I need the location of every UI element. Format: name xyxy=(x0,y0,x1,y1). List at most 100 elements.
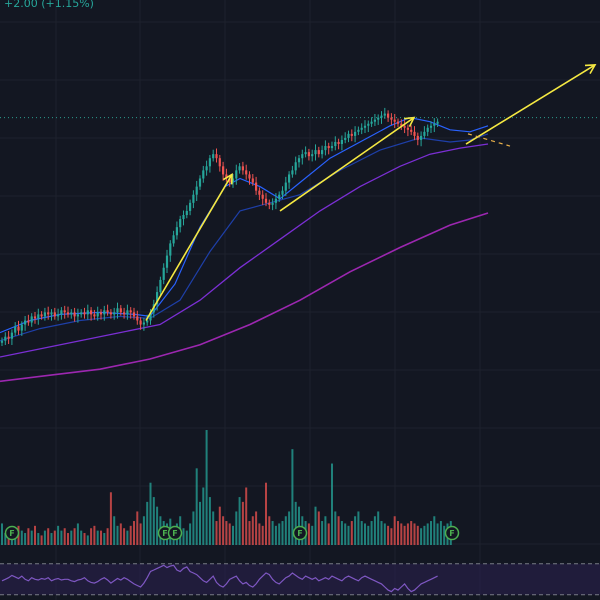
candle-body-55 xyxy=(182,215,185,220)
candle-body-93 xyxy=(307,152,310,157)
volume-bar-97 xyxy=(321,521,324,545)
candle-body-104 xyxy=(344,137,347,140)
candle-body-47 xyxy=(156,292,159,305)
volume-bar-9 xyxy=(30,530,33,545)
candle-body-121 xyxy=(400,123,403,126)
candle-body-63 xyxy=(208,158,211,167)
volume-bar-19 xyxy=(63,528,66,545)
candle-body-71 xyxy=(235,170,238,179)
candle-body-101 xyxy=(334,141,337,147)
candle-body-24 xyxy=(80,312,83,315)
candle-body-102 xyxy=(337,141,340,145)
candle-body-99 xyxy=(327,146,330,149)
candle-body-78 xyxy=(258,190,261,195)
candle-body-106 xyxy=(350,133,353,136)
volume-bar-85 xyxy=(281,521,284,545)
volume-bar-88 xyxy=(291,449,294,545)
candle-body-7 xyxy=(24,320,27,325)
earnings-marker-label-4: F xyxy=(449,529,454,538)
trend-arrow-2 xyxy=(465,64,596,145)
rsi-band xyxy=(0,563,600,595)
volume-bar-68 xyxy=(225,521,228,545)
candle-body-75 xyxy=(248,174,251,179)
candle-body-21 xyxy=(70,312,73,315)
earnings-marker-2 xyxy=(167,525,183,541)
earnings-marker-4 xyxy=(444,525,460,541)
candle-body-91 xyxy=(301,154,304,159)
volume-bar-55 xyxy=(182,528,185,545)
candle-body-49 xyxy=(162,267,165,280)
volume-bar-128 xyxy=(423,525,426,545)
trend-arrow-head-1 xyxy=(404,116,416,127)
candle-body-123 xyxy=(406,127,409,130)
volume-bar-100 xyxy=(331,463,333,545)
volume-bar-57 xyxy=(189,523,192,545)
candle-body-25 xyxy=(83,312,86,315)
volume-bar-87 xyxy=(288,511,291,545)
candle-body-76 xyxy=(251,178,254,183)
volume-bar-116 xyxy=(383,523,386,545)
trend-arrow-head-2 xyxy=(584,64,597,74)
volume-bar-86 xyxy=(284,516,287,545)
volume-bar-126 xyxy=(416,525,419,545)
candle-body-111 xyxy=(367,123,370,126)
candle-body-30 xyxy=(99,312,103,315)
volume-bar-41 xyxy=(136,511,139,545)
volume-bar-27 xyxy=(90,528,93,545)
volume-bar-26 xyxy=(86,535,89,545)
candle-body-9 xyxy=(30,316,33,323)
volume-bar-39 xyxy=(129,525,132,545)
volume-bar-115 xyxy=(380,521,383,545)
volume-bar-35 xyxy=(116,525,119,545)
volume-bar-8 xyxy=(27,528,30,545)
candle-body-127 xyxy=(420,135,423,140)
candle-body-15 xyxy=(50,312,53,315)
volume-bar-0 xyxy=(1,523,3,545)
candle-body-14 xyxy=(47,312,50,315)
candle-body-12 xyxy=(40,314,43,317)
volume-bar-24 xyxy=(80,530,83,545)
candle-body-61 xyxy=(202,170,205,179)
volume-bar-1 xyxy=(4,533,7,545)
candle-body-109 xyxy=(360,127,363,130)
candle-body-26 xyxy=(86,310,89,315)
candle-body-56 xyxy=(185,210,188,215)
candle-body-39 xyxy=(129,310,132,313)
volume-bar-71 xyxy=(235,511,238,545)
candle-body-28 xyxy=(93,314,96,317)
candle-body-45 xyxy=(149,312,152,321)
candle-body-114 xyxy=(377,117,380,120)
volume-bar-45 xyxy=(149,482,152,545)
volume-bar-89 xyxy=(294,501,297,545)
candle-body-57 xyxy=(189,202,192,211)
candle-body-116 xyxy=(383,113,386,116)
volume-bar-74 xyxy=(245,487,248,545)
candle-body-120 xyxy=(396,121,400,124)
volume-bar-117 xyxy=(387,525,390,545)
candle-body-34 xyxy=(113,312,116,315)
candle-body-6 xyxy=(20,324,23,331)
candle-body-88 xyxy=(291,170,294,175)
volume-bar-130 xyxy=(430,521,432,545)
candle-body-81 xyxy=(268,202,271,205)
moving-average-ma_slow xyxy=(0,143,489,358)
candle-body-128 xyxy=(423,131,426,136)
volume-bar-103 xyxy=(340,521,343,545)
volume-bar-22 xyxy=(73,528,76,545)
volume-bar-80 xyxy=(265,482,267,545)
trend-annotations xyxy=(145,64,597,321)
volume-bar-129 xyxy=(426,523,429,545)
volume-bar-127 xyxy=(420,528,423,545)
volume-bar-133 xyxy=(439,521,442,545)
candle-body-77 xyxy=(255,182,258,191)
volume-bar-64 xyxy=(212,511,215,545)
volume-bar-46 xyxy=(152,497,155,545)
volume-bar-94 xyxy=(311,525,314,545)
candle-body-107 xyxy=(354,131,357,136)
volume-bar-121 xyxy=(400,523,403,545)
earnings-marker-3 xyxy=(292,525,308,541)
candle-body-32 xyxy=(106,310,109,313)
volume-bar-66 xyxy=(218,506,221,545)
